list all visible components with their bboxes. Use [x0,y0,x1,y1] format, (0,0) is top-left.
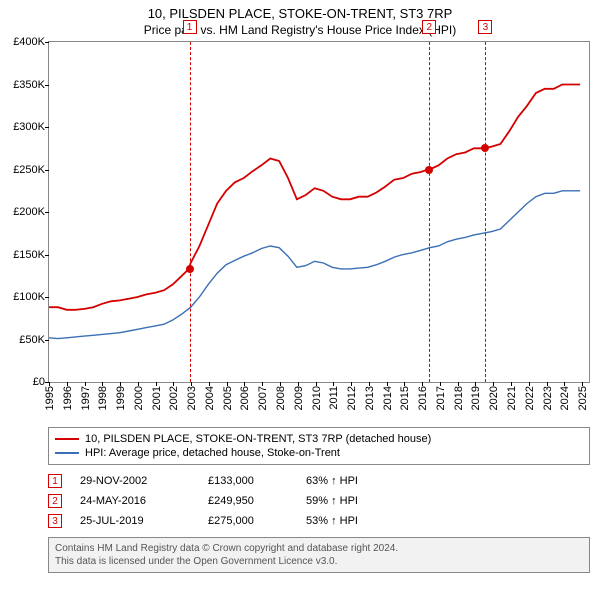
transaction-price: £249,950 [208,495,288,507]
legend: 10, PILSDEN PLACE, STOKE-ON-TRENT, ST3 7… [48,427,590,465]
transaction-date: 29-NOV-2002 [80,475,190,487]
x-axis-label: 2024 [559,386,571,410]
transaction-vline [190,42,191,382]
legend-row-property: 10, PILSDEN PLACE, STOKE-ON-TRENT, ST3 7… [55,432,583,446]
x-axis-label: 2002 [168,386,180,410]
x-axis-label: 2015 [399,386,411,410]
transaction-vline [429,42,430,382]
transaction-row: 2 24-MAY-2016 £249,950 59% ↑ HPI [48,491,590,511]
x-axis-label: 2014 [382,386,394,410]
transaction-dot [425,166,433,174]
transaction-date: 24-MAY-2016 [80,495,190,507]
x-axis-label: 1995 [44,386,56,410]
x-axis-label: 2004 [204,386,216,410]
x-axis-label: 2017 [435,386,447,410]
transaction-row: 1 29-NOV-2002 £133,000 63% ↑ HPI [48,471,590,491]
x-axis-label: 2001 [151,386,163,410]
x-axis-label: 2010 [311,386,323,410]
x-axis-label: 1997 [80,386,92,410]
transaction-marker-2: 2 [48,494,62,508]
transaction-hpi: 53% ↑ HPI [306,515,396,527]
series-line-property [49,85,580,310]
x-axis-label: 2022 [524,386,536,410]
transaction-dot [481,144,489,152]
x-axis-label: 2008 [275,386,287,410]
footer-attribution: Contains HM Land Registry data © Crown c… [48,537,590,573]
series-line-hpi [49,191,580,339]
x-axis-label: 2021 [506,386,518,410]
page: 10, PILSDEN PLACE, STOKE-ON-TRENT, ST3 7… [0,0,600,590]
y-axis-label: £300K [13,121,45,133]
legend-label-hpi: HPI: Average price, detached house, Stok… [85,447,340,459]
transaction-marker-1: 1 [48,474,62,488]
chart-plot-area: £0£50K£100K£150K£200K£250K£300K£350K£400… [48,41,590,383]
x-axis-label: 2006 [239,386,251,410]
x-axis-label: 1999 [115,386,127,410]
transaction-marker-inchart: 3 [478,20,492,34]
x-axis-label: 1998 [97,386,109,410]
x-axis-label: 2005 [222,386,234,410]
x-axis-label: 2003 [186,386,198,410]
x-axis-label: 2000 [133,386,145,410]
legend-swatch-hpi [55,452,79,454]
transactions-table: 1 29-NOV-2002 £133,000 63% ↑ HPI 2 24-MA… [48,471,590,531]
legend-row-hpi: HPI: Average price, detached house, Stok… [55,446,583,460]
x-axis-label: 2019 [470,386,482,410]
x-axis-label: 2011 [328,386,340,410]
x-axis-label: 2009 [293,386,305,410]
chart-subtitle: Price paid vs. HM Land Registry's House … [0,21,600,41]
transaction-hpi: 63% ↑ HPI [306,475,396,487]
transaction-dot [186,265,194,273]
y-axis-label: £50K [19,334,45,346]
transaction-price: £275,000 [208,515,288,527]
footer-line2: This data is licensed under the Open Gov… [55,555,583,568]
legend-label-property: 10, PILSDEN PLACE, STOKE-ON-TRENT, ST3 7… [85,433,431,445]
y-axis-label: £400K [13,36,45,48]
transaction-date: 25-JUL-2019 [80,515,190,527]
y-axis-label: £150K [13,249,45,261]
transaction-marker-inchart: 1 [183,20,197,34]
y-axis-label: £100K [13,291,45,303]
x-axis-label: 2023 [542,386,554,410]
legend-swatch-property [55,438,79,440]
chart-lines-svg [49,42,589,382]
transaction-vline [485,42,486,382]
x-axis-label: 2025 [577,386,589,410]
y-axis-label: £200K [13,206,45,218]
footer-line1: Contains HM Land Registry data © Crown c… [55,542,583,555]
y-axis-label: £250K [13,164,45,176]
x-axis-label: 1996 [62,386,74,410]
x-axis-label: 2012 [346,386,358,410]
y-axis-label: £350K [13,79,45,91]
x-axis-label: 2016 [417,386,429,410]
chart-title: 10, PILSDEN PLACE, STOKE-ON-TRENT, ST3 7… [0,0,600,21]
transaction-marker-3: 3 [48,514,62,528]
x-axis-label: 2018 [453,386,465,410]
x-axis-label: 2013 [364,386,376,410]
transaction-marker-inchart: 2 [422,20,436,34]
transaction-hpi: 59% ↑ HPI [306,495,396,507]
transaction-price: £133,000 [208,475,288,487]
transaction-row: 3 25-JUL-2019 £275,000 53% ↑ HPI [48,511,590,531]
x-axis-label: 2020 [488,386,500,410]
x-axis-label: 2007 [257,386,269,410]
